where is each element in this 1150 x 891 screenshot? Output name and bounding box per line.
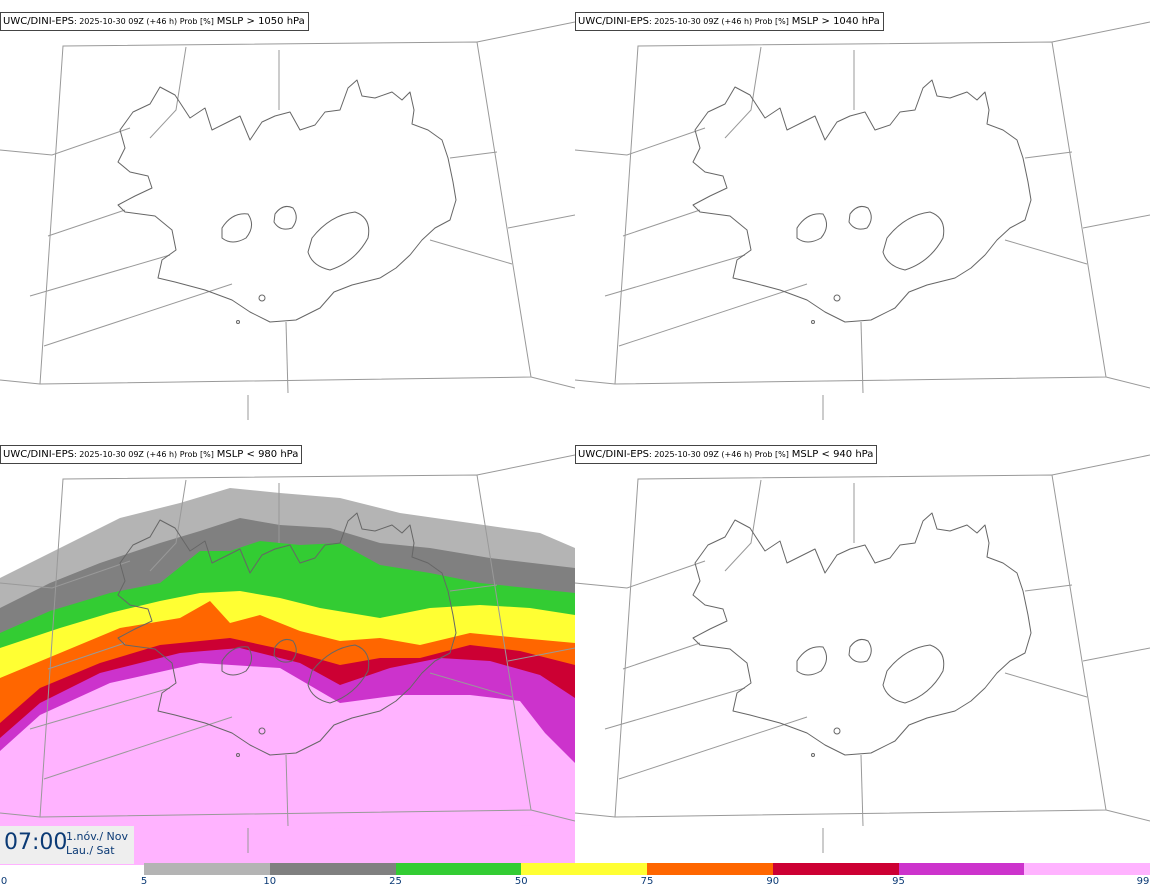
colorbar-ticks: 0 5 10 25 50 75 90 95 99 <box>0 876 1150 891</box>
probability-colorbar <box>144 863 1150 875</box>
valid-time-clock: 07:00 <box>4 830 68 855</box>
valid-date: 1.nóv./ Nov Lau./ Sat <box>66 830 128 858</box>
threshold-label: MSLP < 940 hPa <box>791 449 874 460</box>
colorbar-segment <box>269 863 396 875</box>
colorbar-tick-label: 50 <box>514 876 528 887</box>
run-meta: : 2025-10-30 09Z (+46 h) Prob [%] <box>73 450 214 459</box>
colorbar-tick-label: 99 <box>1136 876 1150 887</box>
colorbar-tick-label: 95 <box>892 876 905 887</box>
panel-title: UWC/DINI-EPS: 2025-10-30 09Z (+46 h) Pro… <box>0 12 309 31</box>
probability-field <box>0 488 575 865</box>
panel-title: UWC/DINI-EPS: 2025-10-30 09Z (+46 h) Pro… <box>575 445 878 464</box>
colorbar-tick-label: 25 <box>389 876 402 887</box>
colorbar-segment <box>395 863 522 875</box>
panel-title: UWC/DINI-EPS: 2025-10-30 09Z (+46 h) Pro… <box>0 445 303 464</box>
colorbar-tick-label: 10 <box>263 876 277 887</box>
valid-date-line-1: 1.nóv./ Nov <box>66 830 129 843</box>
panel-title: UWC/DINI-EPS: 2025-10-30 09Z (+46 h) Pro… <box>575 12 884 31</box>
colorbar-segment <box>144 863 270 875</box>
colorbar-segment <box>647 863 773 875</box>
threshold-label: MSLP > 1040 hPa <box>791 16 880 27</box>
model-name: UWC/DINI-EPS <box>578 449 649 460</box>
colorbar-segment <box>521 863 647 875</box>
colorbar-segment <box>772 863 899 875</box>
valid-date-line-2: Lau./ Sat <box>66 844 115 857</box>
colorbar-tick-label: 0 <box>0 876 8 887</box>
colorbar-segment <box>898 863 1025 875</box>
map-panel-mslp-lt-980: UWC/DINI-EPS: 2025-10-30 09Z (+46 h) Pro… <box>0 433 575 865</box>
colorbar-tick-label: 5 <box>140 876 148 887</box>
run-meta: : 2025-10-30 09Z (+46 h) Prob [%] <box>73 17 214 26</box>
valid-time-box: 07:00 1.nóv./ Nov Lau./ Sat <box>0 826 134 864</box>
colorbar-segment <box>1024 863 1150 875</box>
threshold-label: MSLP > 1050 hPa <box>216 16 305 27</box>
map-canvas <box>0 21 575 421</box>
map-canvas <box>0 454 575 865</box>
colorbar-tick-label: 75 <box>640 876 654 887</box>
run-meta: : 2025-10-30 09Z (+46 h) Prob [%] <box>648 17 789 26</box>
map-canvas <box>575 454 1150 854</box>
model-name: UWC/DINI-EPS <box>3 16 74 27</box>
model-name: UWC/DINI-EPS <box>578 16 649 27</box>
map-panel-mslp-lt-940: UWC/DINI-EPS: 2025-10-30 09Z (+46 h) Pro… <box>575 433 1150 865</box>
model-name: UWC/DINI-EPS <box>3 449 74 460</box>
map-panel-mslp-gt-1040: UWC/DINI-EPS: 2025-10-30 09Z (+46 h) Pro… <box>575 0 1150 432</box>
threshold-label: MSLP < 980 hPa <box>216 449 299 460</box>
map-panel-mslp-gt-1050: UWC/DINI-EPS: 2025-10-30 09Z (+46 h) Pro… <box>0 0 575 432</box>
colorbar-tick-label: 90 <box>766 876 780 887</box>
map-canvas <box>575 21 1150 421</box>
run-meta: : 2025-10-30 09Z (+46 h) Prob [%] <box>648 450 789 459</box>
